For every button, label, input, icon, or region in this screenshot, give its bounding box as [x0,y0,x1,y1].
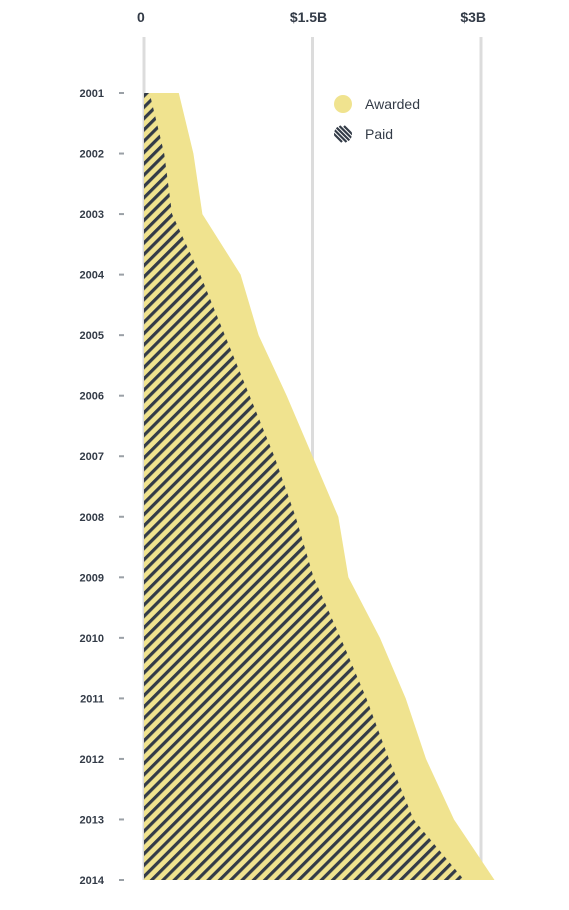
legend-label-paid: Paid [365,126,393,142]
y-tick-label: 2011 [80,693,104,705]
y-tick-label: 2007 [80,451,104,463]
x-tick-label: 0 [137,9,145,25]
x-tick-label: $1.5B [290,9,327,25]
legend-hatch-icon [334,125,352,143]
y-tick-label: 2010 [80,633,104,645]
y-tick-label: 2014 [80,875,105,887]
y-tick-label: 2004 [80,270,105,282]
legend-label-awarded: Awarded [365,96,420,112]
y-tick-label: 2008 [80,512,104,524]
y-tick-label: 2003 [80,209,104,221]
y-tick-label: 2013 [80,814,104,826]
y-tick-label: 2012 [80,754,104,766]
series-area-paid [144,93,465,880]
x-tick-label: $3B [460,9,486,25]
y-tick-label: 2005 [80,330,104,342]
y-tick-label: 2001 [80,88,104,100]
legend-swatch-awarded [334,95,352,113]
y-tick-label: 2009 [80,572,104,584]
y-tick-label: 2006 [80,391,104,403]
legend: Awarded Paid [334,95,420,143]
y-tick-label: 2002 [80,149,104,161]
